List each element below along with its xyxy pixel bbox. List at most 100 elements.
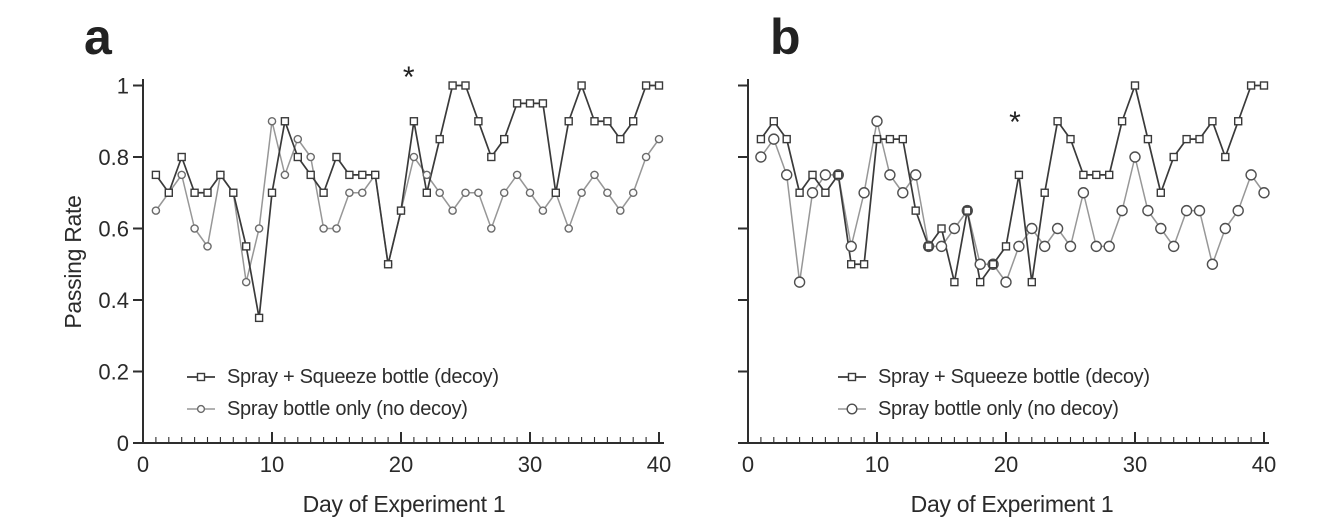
marker-circle [306,152,316,162]
marker-square [151,170,161,180]
legend-label-decoy: Spray + Squeeze bottle (decoy) [227,365,499,388]
panel-b-legend: Spray + Squeeze bottle (decoy) Spray bot… [838,366,1168,430]
marker-square [1130,81,1140,90]
y-tick-label: 0.8 [98,145,129,170]
marker-square [898,134,907,144]
marker-circle [1142,204,1154,217]
series-line-decoy [760,84,1264,283]
marker-square [500,134,509,144]
y-tick-label: 0.6 [98,217,129,242]
legend-square-marker-icon [838,372,866,382]
marker-circle [1077,187,1090,199]
marker-circle [768,133,780,145]
marker-square [474,117,483,126]
marker-circle [267,116,277,126]
marker-square [1233,117,1243,126]
marker-circle [357,188,367,198]
marker-square [590,117,599,126]
legend-label-no-decoy: Spray bottle only (no decoy) [878,397,1119,420]
marker-circle [1013,240,1025,253]
marker-square [924,242,933,251]
x-tick-label: 20 [994,452,1018,477]
marker-circle [1103,240,1115,253]
marker-circle [1116,204,1128,217]
marker-circle [781,169,793,181]
marker-square [1143,134,1153,144]
marker-square [1001,242,1011,251]
marker-circle [910,169,922,181]
marker-square [538,99,548,108]
significance-asterisk: * [1009,106,1021,139]
marker-square [769,117,778,126]
marker-circle [203,242,212,251]
marker-square [1117,117,1127,126]
panel-a-letter: a [84,9,112,65]
series-line-no-decoy [760,120,1265,283]
marker-circle [332,224,341,233]
marker-square [422,188,431,197]
marker-circle [1038,240,1051,253]
marker-circle [177,170,186,180]
marker-circle [1000,276,1012,288]
legend-circle-marker-icon [838,403,866,415]
marker-square [487,152,496,162]
marker-square [409,117,419,126]
marker-circle [280,170,290,180]
marker-square [872,134,882,144]
marker-square [435,134,444,144]
marker-circle [897,187,909,199]
marker-square [577,81,586,90]
marker-circle [190,224,199,233]
x-tick-label: 40 [647,452,671,477]
marker-circle [974,258,986,270]
marker-circle [1180,204,1193,217]
marker-square [254,313,264,323]
x-tick-label: 0 [742,452,754,477]
marker-circle [871,115,883,127]
marker-square [1053,117,1062,126]
marker-circle [422,170,432,180]
panel-a-legend: Spray + Squeeze bottle (decoy) Spray bot… [187,366,517,430]
series-line-decoy [155,84,659,319]
marker-square [216,170,225,180]
marker-square [834,170,843,180]
legend-square-marker-icon [187,372,215,382]
panel-a: 1 0.8 0.6 0.4 0.2 00 10 20 30 40 * [98,61,671,477]
marker-square [963,206,972,215]
y-axis-title: Passing Rate [60,195,86,329]
y-tick-label: 1 [117,74,129,99]
marker-square [267,188,277,197]
series-line-no-decoy [155,120,660,283]
marker-circle [1129,151,1141,163]
marker-square [616,134,625,144]
marker-circle [241,277,251,287]
marker-square [319,188,328,197]
marker-circle [793,276,806,288]
marker-circle [1219,222,1232,235]
marker-square [229,188,238,197]
marker-circle [564,224,574,233]
marker-square [1259,81,1269,90]
legend-label-decoy: Spray + Squeeze bottle (decoy) [878,365,1150,388]
marker-square [1014,170,1024,180]
marker-circle [1051,222,1064,235]
x-tick-label: 20 [389,452,413,477]
legend-label-no-decoy: Spray bottle only (no decoy) [227,397,468,420]
marker-square [1221,152,1230,162]
marker-circle [1232,204,1244,217]
y-tick-label: 0.2 [98,360,129,385]
marker-circle [603,188,612,198]
x-tick-label: 10 [260,452,284,477]
legend-entry-no-decoy: Spray bottle only (no decoy) [838,398,1168,420]
marker-square [821,188,830,197]
marker-circle [319,224,328,233]
marker-square [629,117,638,126]
marker-circle [1193,204,1206,217]
marker-square [241,242,251,251]
marker-square [280,117,290,126]
marker-circle [1206,258,1219,270]
marker-circle [293,134,303,144]
marker-square [293,152,302,162]
marker-circle [1026,222,1038,235]
marker-square [641,81,651,90]
